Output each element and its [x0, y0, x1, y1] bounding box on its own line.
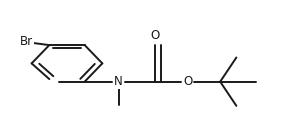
Text: O: O	[151, 29, 160, 43]
Text: Br: Br	[20, 35, 33, 48]
Text: O: O	[183, 75, 192, 88]
Text: N: N	[114, 75, 123, 88]
